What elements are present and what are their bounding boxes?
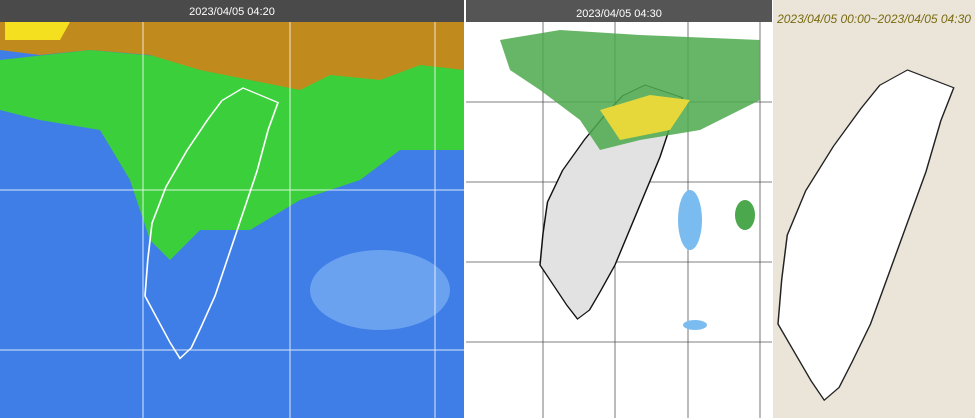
echo-weak <box>678 190 702 250</box>
cloud-top <box>5 22 70 40</box>
echo-weak <box>735 200 755 230</box>
panel-title: 2023/04/05 04:30 <box>576 8 662 20</box>
echo-weak <box>683 320 707 330</box>
panel-title: 2023/04/05 04:20 <box>189 6 275 18</box>
header-bar <box>466 0 772 22</box>
echo-strong <box>600 95 690 140</box>
radar-panel: 2023/04/05 04:30 <box>466 0 772 418</box>
rainfall-panel: 2023/04/05 00:00~2023/04/05 04:30 <box>773 0 975 418</box>
grid <box>0 22 464 418</box>
header-bar <box>0 0 464 22</box>
cloud-low <box>310 250 450 330</box>
cloud-high <box>0 22 464 90</box>
echo-band <box>500 30 760 150</box>
satellite-panel: 2023/04/05 04:20 <box>0 0 464 418</box>
cloud-green <box>0 50 464 260</box>
panel-title: 2023/04/05 00:00~2023/04/05 04:30 <box>776 12 971 26</box>
